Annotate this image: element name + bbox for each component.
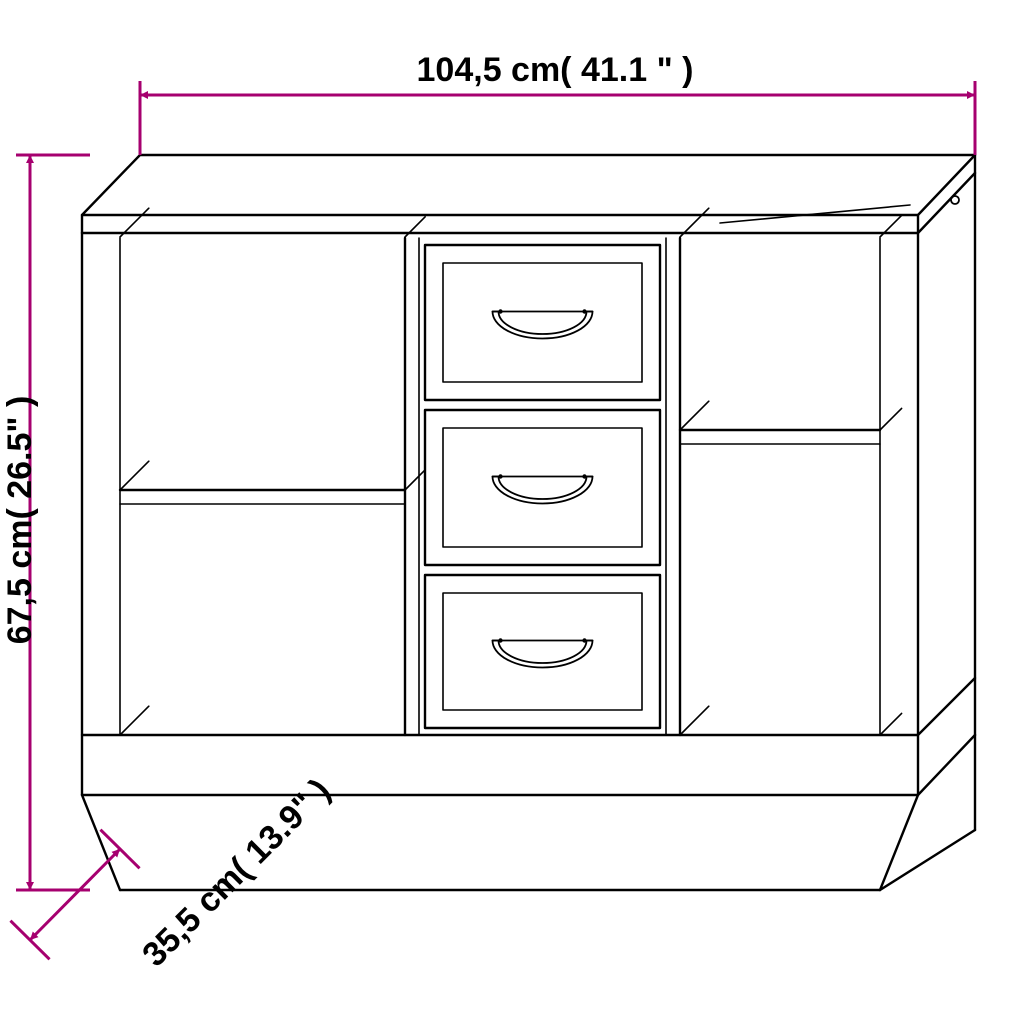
dim-width-label: 104,5 cm( 41.1 " )	[417, 51, 694, 89]
dim-height-label: 67,5 cm( 26.5" )	[1, 396, 39, 645]
furniture-outline	[82, 155, 975, 890]
dim-depth-label: 35,5 cm( 13.9" )	[135, 771, 338, 974]
